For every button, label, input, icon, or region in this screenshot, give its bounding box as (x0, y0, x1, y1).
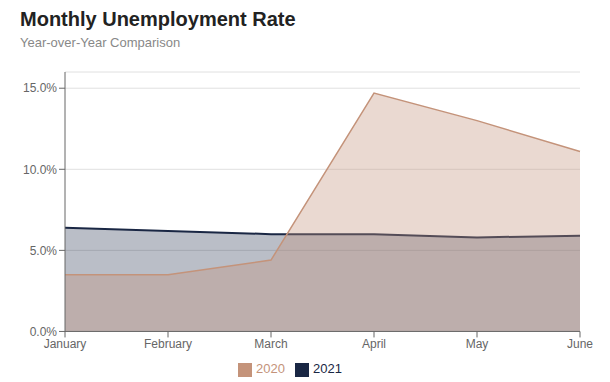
svg-text:May: May (466, 337, 489, 351)
html-text:2021: 2021 (313, 361, 342, 377)
html-text:Monthly Unemployment Rate: Monthly Unemployment Rate (20, 8, 296, 30)
html-text:Year-over-Year Comparison: Year-over-Year Comparison (20, 35, 181, 50)
svg-text:June: June (567, 337, 593, 351)
svg-text:15.0%: 15.0% (23, 81, 57, 95)
svg-text:0.0%: 0.0% (30, 325, 58, 339)
svg-text:10.0%: 10.0% (23, 163, 57, 177)
svg-text:5.0%: 5.0% (30, 244, 58, 258)
svg-text:March: March (254, 337, 287, 351)
html-text:2020: 2020 (256, 361, 285, 377)
svg-text:February: February (144, 337, 192, 351)
svg-text:January: January (44, 337, 87, 351)
svg-text:April: April (362, 337, 386, 351)
